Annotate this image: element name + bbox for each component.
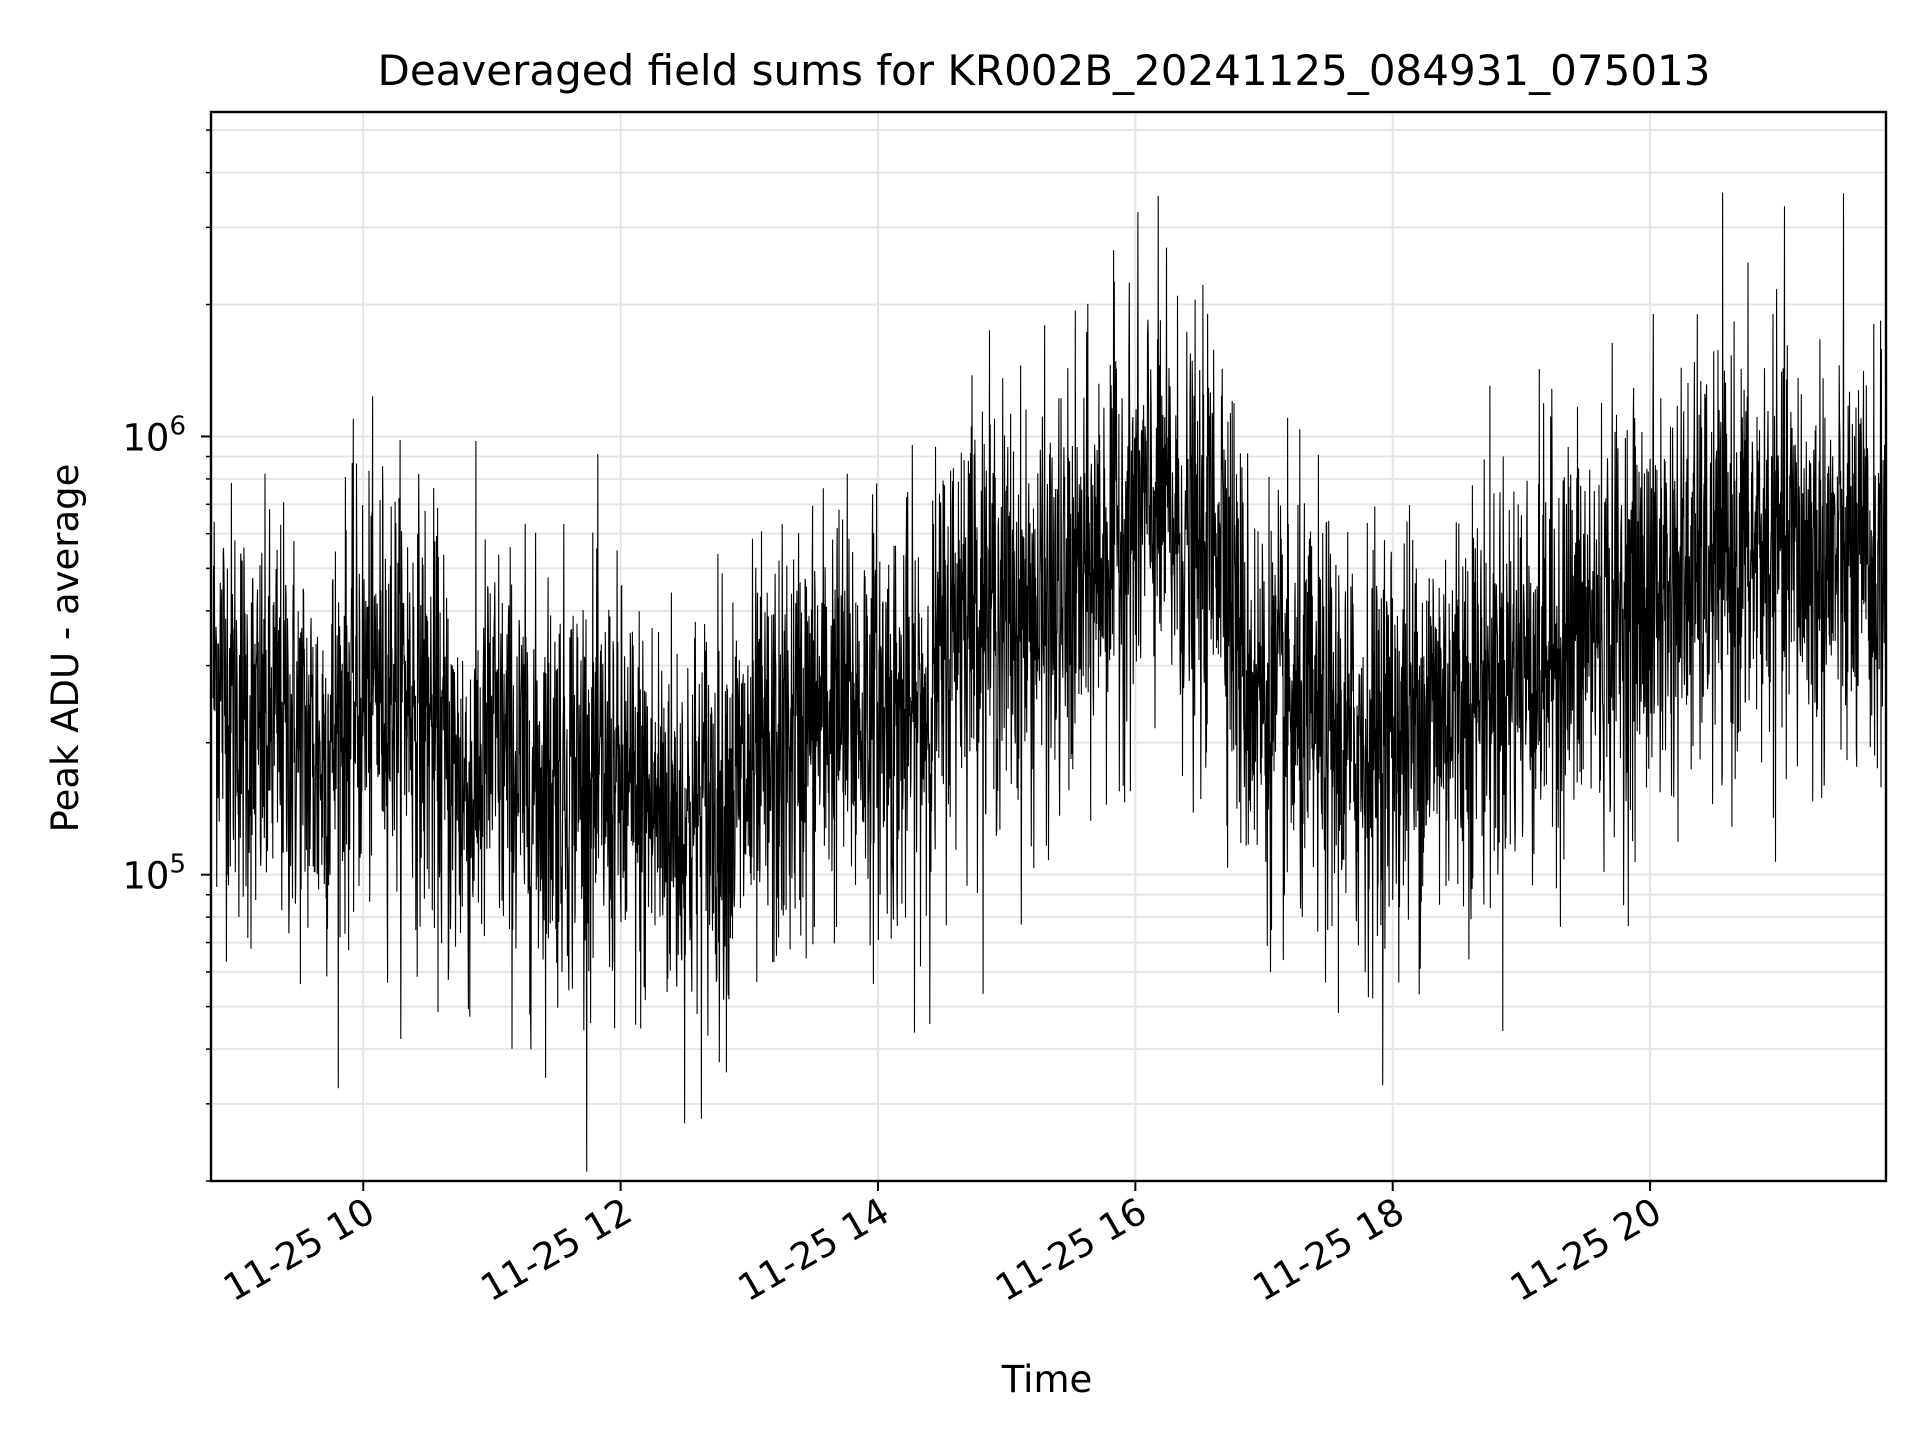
- plot-frame: [209, 110, 1888, 1183]
- y-tick-label: 105: [122, 850, 186, 898]
- series-layer: [212, 192, 1887, 1172]
- y-axis: 105 106: [122, 129, 211, 1182]
- x-axis-label: Time: [1001, 1358, 1093, 1401]
- y-tick-label: 106: [122, 411, 186, 459]
- series-line: [212, 192, 1887, 1172]
- chart-title: Deaveraged field sums for KR002B_2024112…: [378, 46, 1711, 95]
- plot-area: [209, 110, 1888, 1183]
- y-axis-label: Peak ADU - average: [44, 464, 87, 833]
